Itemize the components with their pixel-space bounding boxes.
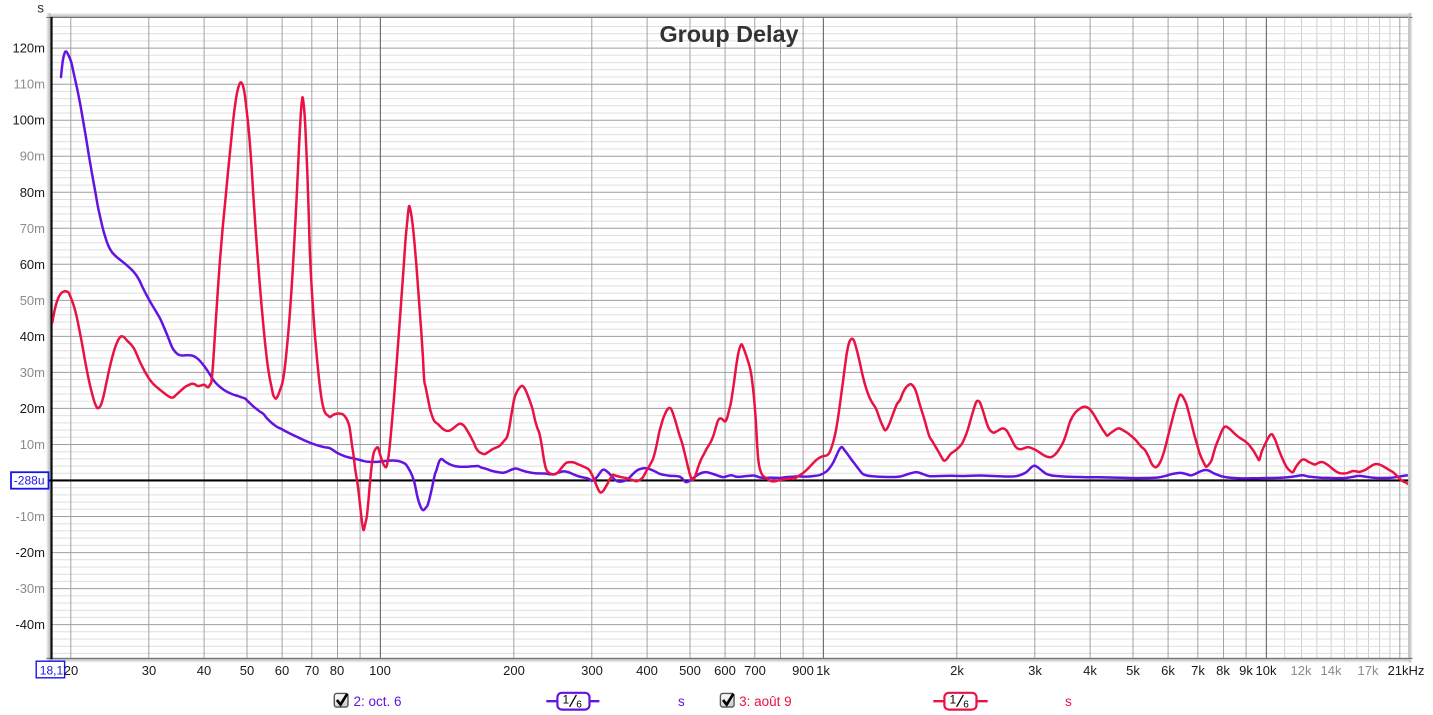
svg-text:6: 6 (576, 699, 582, 710)
svg-text:12k: 12k (1291, 663, 1312, 678)
svg-text:s: s (37, 1, 44, 16)
svg-text:200: 200 (503, 663, 525, 678)
svg-text:3: août 9: 3: août 9 (739, 694, 792, 709)
svg-text:10m: 10m (20, 437, 45, 452)
svg-text:110m: 110m (13, 77, 45, 92)
svg-text:60: 60 (275, 663, 289, 678)
svg-text:120m: 120m (12, 41, 45, 56)
svg-text:s: s (1065, 694, 1072, 709)
svg-text:9k: 9k (1239, 663, 1253, 678)
svg-text:18,1: 18,1 (40, 663, 64, 677)
svg-text:400: 400 (636, 663, 658, 678)
svg-text:50: 50 (240, 663, 254, 678)
svg-text:2k: 2k (950, 663, 964, 678)
svg-text:80m: 80m (20, 185, 45, 200)
svg-text:-40m: -40m (15, 617, 45, 632)
svg-text:17k: 17k (1358, 663, 1379, 678)
svg-text:Group Delay: Group Delay (659, 21, 798, 47)
svg-text:20: 20 (64, 663, 78, 678)
svg-text:40m: 40m (20, 329, 45, 344)
svg-text:6: 6 (963, 699, 969, 710)
svg-text:100m: 100m (12, 113, 45, 128)
svg-text:1: 1 (563, 693, 570, 707)
svg-text:50m: 50m (20, 293, 45, 308)
svg-text:-30m: -30m (15, 581, 45, 596)
svg-text:300: 300 (581, 663, 603, 678)
svg-text:-10m: -10m (15, 509, 45, 524)
svg-text:100: 100 (369, 663, 391, 678)
svg-text:60m: 60m (20, 257, 45, 272)
svg-text:14k: 14k (1321, 663, 1342, 678)
svg-text:40: 40 (197, 663, 211, 678)
svg-text:80: 80 (330, 663, 344, 678)
svg-text:21kHz: 21kHz (1388, 663, 1425, 678)
svg-text:6k: 6k (1161, 663, 1175, 678)
svg-text:1k: 1k (816, 663, 830, 678)
svg-text:5k: 5k (1126, 663, 1140, 678)
svg-text:2: oct. 6: 2: oct. 6 (354, 694, 402, 709)
svg-text:-288u: -288u (14, 474, 45, 488)
svg-text:1: 1 (950, 693, 957, 707)
svg-text:30: 30 (142, 663, 156, 678)
svg-text:600: 600 (714, 663, 736, 678)
svg-text:3k: 3k (1028, 663, 1042, 678)
svg-text:10k: 10k (1256, 663, 1277, 678)
svg-text:900: 900 (792, 663, 814, 678)
svg-text:-20m: -20m (15, 545, 45, 560)
svg-text:500: 500 (679, 663, 701, 678)
svg-text:30m: 30m (20, 365, 45, 380)
svg-text:4k: 4k (1083, 663, 1097, 678)
svg-text:7k: 7k (1191, 663, 1205, 678)
svg-text:8k: 8k (1216, 663, 1230, 678)
svg-text:70m: 70m (20, 221, 45, 236)
svg-text:20m: 20m (20, 401, 45, 416)
svg-text:70: 70 (305, 663, 319, 678)
svg-text:s: s (678, 694, 685, 709)
svg-text:700: 700 (744, 663, 766, 678)
svg-text:90m: 90m (20, 149, 45, 164)
